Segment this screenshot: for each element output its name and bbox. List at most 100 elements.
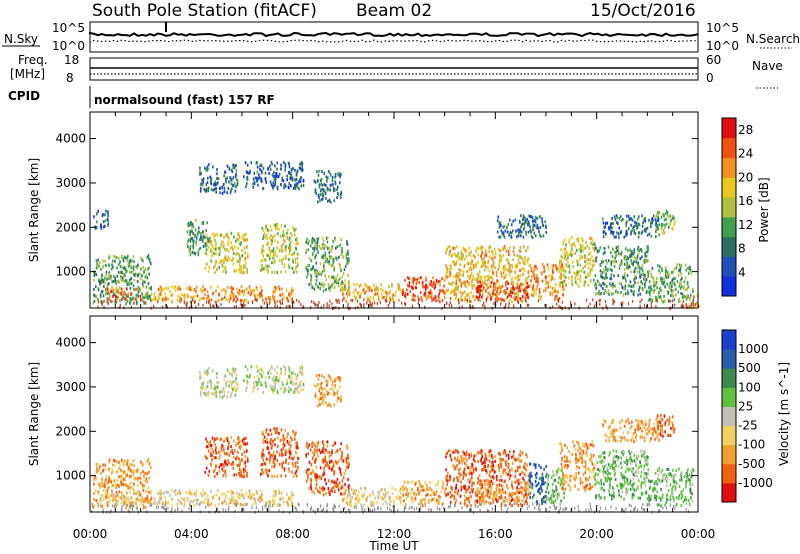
heatmap-cell [672,294,675,298]
heatmap-cell [329,173,332,177]
heatmap-cell [674,303,676,307]
heatmap-cell [352,291,355,295]
heatmap-cell [292,167,294,171]
heatmap-cell [274,431,277,435]
heatmap-cell [277,444,279,448]
heatmap-cell [122,478,125,481]
heatmap-cell [342,255,345,259]
heatmap-cell [607,289,610,293]
heatmap-cell [237,233,239,237]
heatmap-cell [489,276,491,280]
heatmap-cell [502,254,505,258]
heatmap-cell [660,288,662,292]
heatmap-cell [663,294,665,298]
heatmap-cell [117,474,120,478]
heatmap-cell [117,279,119,283]
heatmap-cell [510,282,513,286]
heatmap-cell [653,288,656,292]
heatmap-cell [114,459,116,463]
heatmap-cell [164,496,166,500]
heatmap-cell [404,278,406,282]
heatmap-cell [328,198,331,202]
nsky-tick-low: 10^0 [52,39,85,53]
heatmap-cell [494,255,496,259]
heatmap-cell [328,375,331,379]
heatmap-cell [666,273,668,277]
heatmap-cell [248,287,251,291]
heatmap-cell [206,494,209,498]
heatmap-cell [659,295,662,299]
heatmap-cell [117,295,120,299]
heatmap-cell [495,282,497,286]
heatmap-cell [508,298,511,302]
heatmap-cell [613,264,616,268]
heatmap-cell [658,295,661,299]
heatmap-cell [291,456,293,460]
heatmap-cell [272,439,274,443]
heatmap-cell [207,393,210,397]
heatmap-cell [278,228,280,231]
heatmap-cell [670,294,672,297]
heatmap-cell [276,475,279,478]
heatmap-cell [171,293,174,297]
heatmap-cell [311,238,313,242]
heatmap-cell [111,484,114,488]
heatmap-cell [246,442,248,446]
heatmap-cell [518,296,520,300]
heatmap-cell [310,281,312,284]
heatmap-cell [365,289,368,293]
heatmap-cell [121,289,123,292]
heatmap-cell [577,263,579,267]
heatmap-cell [542,289,545,293]
heatmap-cell [253,289,256,293]
velocity-heatmap [91,364,695,515]
heatmap-cell [533,288,535,292]
heatmap-cell [122,294,124,298]
heatmap-cell [456,245,458,249]
heatmap-cell [670,288,672,292]
heatmap-cell [265,233,268,237]
heatmap-cell [296,298,298,302]
heatmap-cell [147,471,150,475]
heatmap-cell [237,238,240,241]
heatmap-cell [278,249,281,253]
nsky-panel-frame [89,21,699,53]
heatmap-cell [280,224,283,228]
heatmap-cell [295,238,297,241]
heatmap-cell [102,498,105,502]
heatmap-cell [286,304,288,308]
heatmap-cell [148,286,150,290]
heatmap-cell [300,372,303,376]
heatmap-cell [376,302,378,305]
heatmap-cell [295,446,297,449]
heatmap-cell [631,261,633,265]
heatmap-cell [217,385,219,389]
heatmap-cell [636,256,639,260]
heatmap-cell [214,264,216,268]
heatmap-cell [601,260,603,264]
heatmap-cell [230,241,232,245]
heatmap-cell [637,293,639,297]
heatmap-cell [263,435,266,439]
heatmap-cell [634,281,636,285]
heatmap-cell [246,252,249,256]
heatmap-cell [206,501,208,504]
heatmap-cell [658,291,660,294]
heatmap-cell [319,199,321,203]
heatmap-cell [425,283,427,287]
heatmap-cell [534,224,536,228]
heatmap-cell [214,387,216,391]
heatmap-cell [137,263,139,267]
heatmap-cell [598,293,601,297]
heatmap-cell [277,240,279,244]
heatmap-cell [449,282,452,286]
heatmap-cell [211,458,213,462]
heatmap-cell [232,299,234,303]
heatmap-cell [124,483,126,487]
heatmap-cell [186,244,189,248]
heatmap-cell [640,247,642,251]
heatmap-cell [239,243,242,247]
heatmap-cell [513,304,515,308]
heatmap-cell [605,259,607,263]
heatmap-cell [269,164,271,168]
